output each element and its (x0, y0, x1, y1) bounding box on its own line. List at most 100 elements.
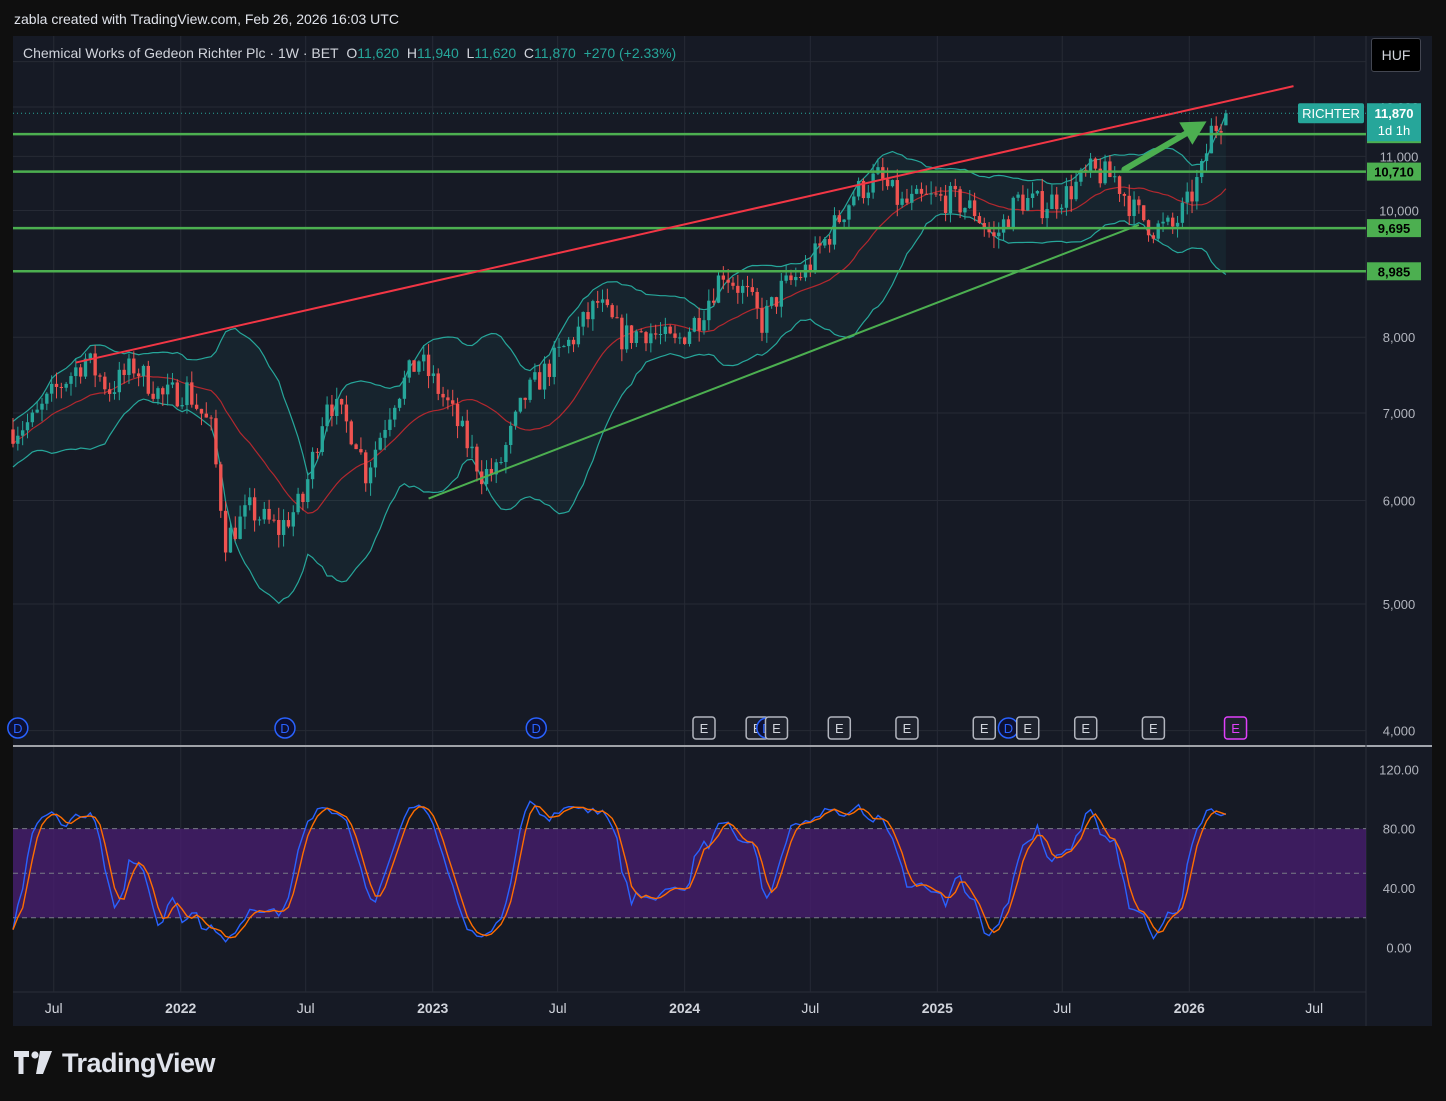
candle-body (277, 519, 281, 535)
candle (856, 177, 861, 201)
candle (963, 207, 967, 220)
dividend-marker[interactable]: D (274, 717, 296, 739)
earnings-icon (692, 716, 716, 740)
symbol-tag-label: RICHTER (1302, 106, 1360, 121)
candle (339, 398, 344, 415)
earnings-marker[interactable]: E (1073, 716, 1098, 740)
candle (1142, 205, 1146, 222)
event-marker-label: E (903, 721, 912, 736)
candle (248, 487, 252, 511)
price-tick-label: 8,000 (1383, 330, 1416, 345)
candle-body (910, 193, 914, 203)
level-price-label: 9,695 (1378, 221, 1411, 236)
arrow-head (1179, 121, 1207, 145)
candle (402, 370, 407, 405)
dividend-marker[interactable]: D (7, 717, 29, 739)
candle-body (663, 326, 668, 335)
candle-body (581, 312, 585, 327)
candle (948, 182, 953, 223)
candle-body (1219, 131, 1223, 133)
event-marker-label: D (532, 721, 541, 736)
stochastic (12, 800, 1366, 943)
candle (35, 400, 39, 414)
candle-body (1021, 194, 1025, 211)
candle-body (798, 276, 803, 278)
candle (934, 186, 938, 197)
earnings-marker[interactable]: E (1223, 716, 1248, 740)
candle (682, 336, 687, 345)
candle-body (600, 299, 605, 303)
candle (740, 279, 745, 304)
earnings-marker[interactable]: E (692, 716, 716, 740)
candle (165, 373, 170, 406)
candle (513, 410, 518, 430)
candle-body (364, 452, 368, 484)
candle-body (1209, 125, 1214, 154)
candle-body (291, 512, 295, 527)
candle-body (446, 397, 450, 401)
candle (267, 499, 271, 524)
candle-body (1045, 209, 1049, 219)
earnings-marker[interactable]: E (1016, 716, 1040, 740)
candle (542, 356, 547, 400)
candle-body (243, 505, 247, 517)
candle (330, 394, 334, 427)
candle (784, 265, 788, 284)
earnings-marker[interactable]: E (827, 716, 852, 740)
candle-body (929, 193, 933, 195)
candle (663, 317, 668, 342)
event-marker-label: E (835, 721, 844, 736)
candle-body (852, 196, 856, 206)
candle (40, 397, 44, 422)
candle (958, 186, 962, 219)
candle (1059, 204, 1064, 215)
candle-body (639, 331, 643, 333)
currency-button[interactable]: HUF (1371, 38, 1421, 72)
candle (808, 256, 812, 277)
credit-text: zabla created with TradingView.com, Feb … (14, 11, 399, 27)
legend-symbol[interactable]: Chemical Works of Gedeon Richter Plc · 1… (23, 45, 339, 61)
candle (1040, 178, 1044, 225)
candle (238, 505, 242, 540)
candle-body (823, 239, 827, 246)
candle (252, 488, 257, 532)
candle-body (905, 198, 909, 203)
candle-body (388, 419, 392, 430)
candle-body (992, 232, 996, 237)
candle-body (726, 279, 730, 283)
earnings-marker[interactable]: E (764, 716, 789, 740)
candle (310, 447, 315, 489)
candle-body (1185, 191, 1189, 203)
main-pane-bg (13, 36, 1366, 745)
candle (707, 289, 711, 331)
earnings-marker[interactable]: E (972, 716, 997, 740)
candle-body (1171, 217, 1175, 227)
candle-body (740, 285, 745, 293)
dividend-marker[interactable]: D (525, 717, 548, 739)
dividend-marker[interactable]: D (997, 717, 1020, 739)
candle-body (136, 373, 141, 377)
candle-body (45, 393, 49, 404)
candle-body (422, 354, 426, 362)
candle-body (1074, 181, 1078, 200)
candle (88, 352, 93, 364)
candle (199, 408, 204, 426)
candle (1117, 175, 1122, 202)
candle-body (252, 497, 257, 521)
candle-body (54, 383, 59, 387)
earnings-marker[interactable]: E (1141, 716, 1166, 740)
earnings-marker[interactable]: E (895, 716, 919, 740)
candle-body (156, 388, 160, 399)
candle-body (591, 301, 595, 320)
last-price-tag (1367, 103, 1421, 142)
candle (49, 375, 54, 402)
candle-body (953, 185, 957, 190)
candle (296, 487, 300, 515)
candle (1016, 191, 1020, 202)
last-price-label: 11,870 (1374, 106, 1413, 121)
candle (1224, 109, 1228, 126)
candle-body (233, 527, 237, 539)
candle-body (209, 417, 213, 419)
candle-body (1224, 113, 1228, 126)
